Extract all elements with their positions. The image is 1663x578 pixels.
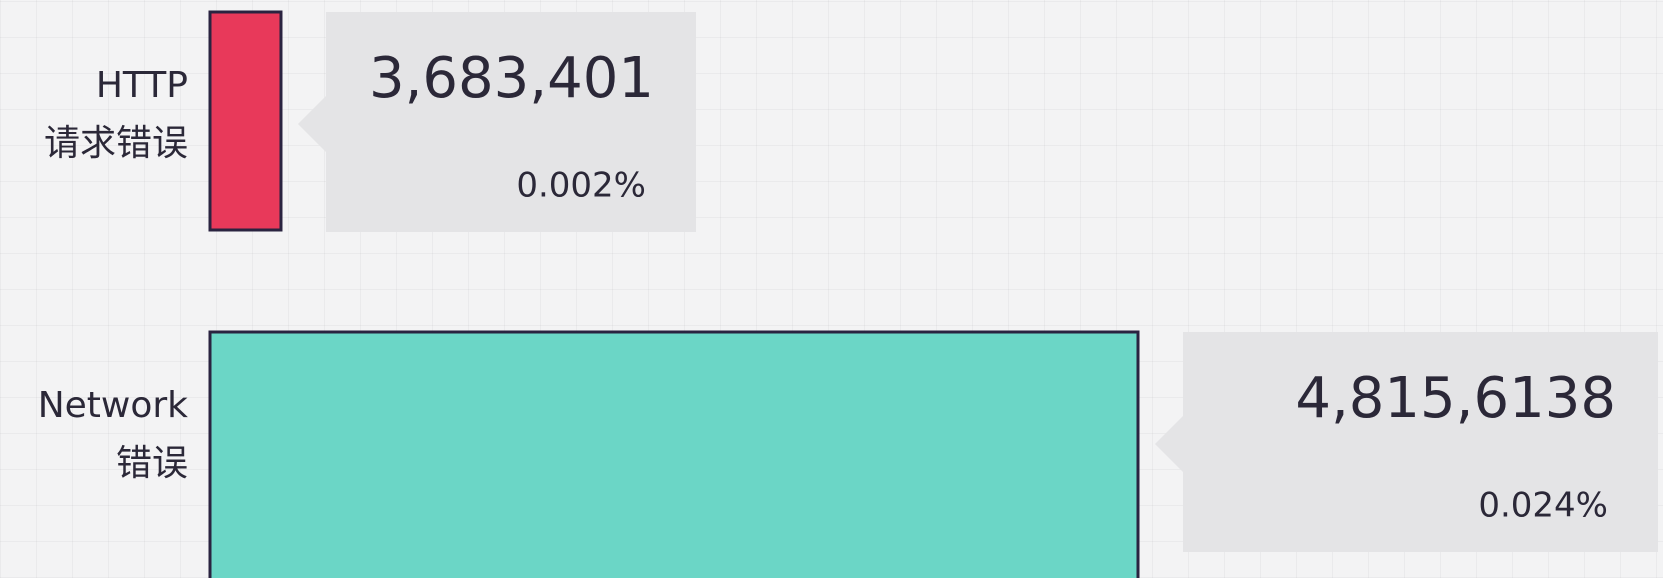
callout-box	[1155, 332, 1658, 552]
category-label: 请求错误	[44, 123, 188, 164]
value-label: 4,815,6138	[1295, 366, 1616, 431]
bar	[208, 10, 283, 232]
callout-box	[297, 12, 696, 232]
share-label: 0.002%	[516, 166, 646, 206]
category-label: Network	[38, 385, 188, 426]
value-label: 3,683,401	[369, 46, 654, 111]
category-label: HTTP	[96, 65, 188, 106]
bar	[208, 330, 1140, 578]
share-label: 0.024%	[1478, 486, 1608, 526]
category-label: 错误	[116, 443, 188, 484]
